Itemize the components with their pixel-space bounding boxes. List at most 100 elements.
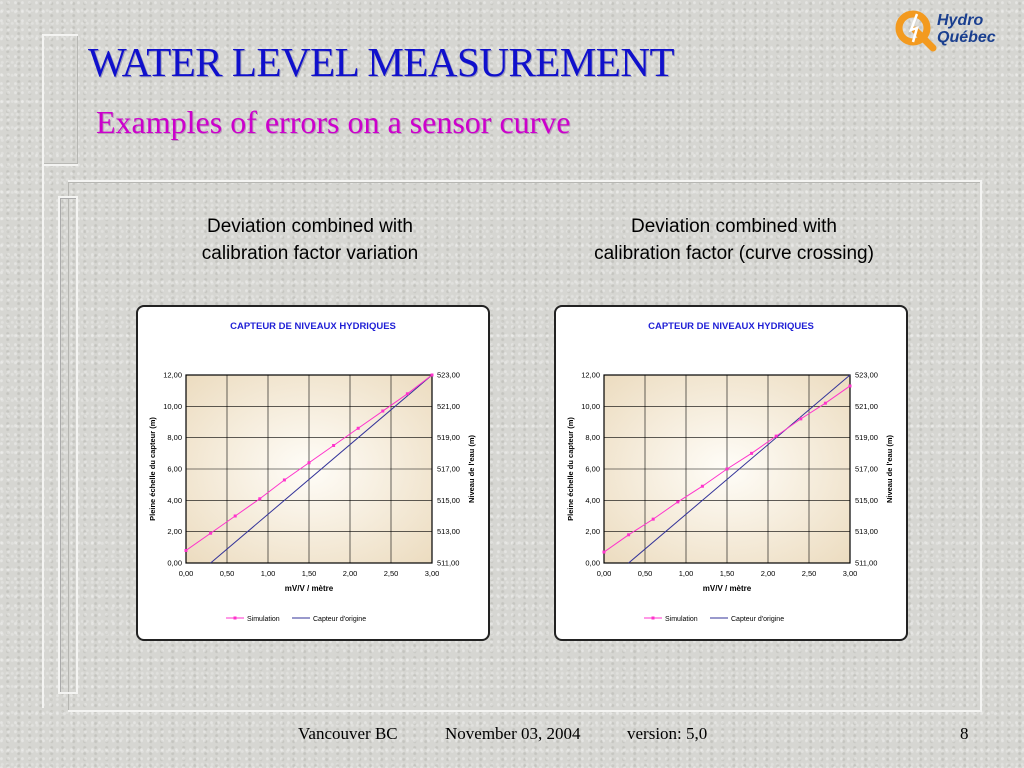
data-point-simulation bbox=[184, 548, 188, 552]
data-point-simulation bbox=[381, 409, 385, 413]
decorative-line bbox=[42, 160, 44, 708]
x-tick-label: 2,50 bbox=[802, 569, 817, 578]
right-chart: CAPTEUR DE NIVEAUX HYDRIQUES 0,00 0,50 1,00… bbox=[566, 321, 894, 623]
series-line-capteur-origine bbox=[210, 374, 433, 564]
y2-axis-label: Niveau de l'eau (m) bbox=[467, 434, 476, 503]
y-tick-label: 12,00 bbox=[581, 371, 600, 380]
logo-q-icon bbox=[895, 10, 937, 52]
y-tick-label: 4,00 bbox=[585, 496, 600, 505]
logo-line-1: Hydro bbox=[937, 12, 984, 29]
data-point-simulation bbox=[848, 384, 852, 388]
data-point-simulation bbox=[258, 497, 262, 501]
y-tick-label: 10,00 bbox=[581, 402, 600, 411]
x-tick-label: 1,00 bbox=[261, 569, 276, 578]
data-point-simulation bbox=[209, 531, 213, 535]
decorative-bracket bbox=[42, 34, 78, 166]
series-line-capteur-origine bbox=[628, 374, 851, 564]
data-point-simulation bbox=[430, 373, 434, 377]
y2-tick-label: 515,00 bbox=[437, 496, 460, 505]
y-tick-label: 12,00 bbox=[163, 371, 182, 380]
data-point-simulation bbox=[282, 478, 286, 482]
y2-tick-label: 513,00 bbox=[855, 527, 878, 536]
y2-tick-label: 521,00 bbox=[855, 402, 878, 411]
legend-label-simulation: Simulation bbox=[247, 616, 280, 623]
footer-location: Vancouver BC bbox=[298, 724, 398, 743]
x-axis-label: mV/V / mètre bbox=[703, 584, 752, 593]
hydro-quebec-logo: Hydro Québec bbox=[893, 8, 1021, 52]
y-tick-label: 8,00 bbox=[585, 433, 600, 442]
right-chart-heading: Deviation combined with calibration fact… bbox=[554, 213, 914, 267]
legend-label-simulation: Simulation bbox=[665, 616, 698, 623]
slide-title: WATER LEVEL MEASUREMENT bbox=[88, 39, 674, 85]
y2-tick-label: 519,00 bbox=[855, 433, 878, 442]
y2-tick-label: 517,00 bbox=[437, 465, 460, 474]
y2-tick-label: 511,00 bbox=[437, 559, 459, 568]
x-tick-label: 0,00 bbox=[597, 569, 612, 578]
right-heading-line-1: Deviation combined with bbox=[631, 216, 837, 237]
data-point-simulation bbox=[651, 517, 655, 521]
plot-border bbox=[603, 374, 851, 564]
y-tick-label: 2,00 bbox=[167, 527, 182, 536]
plot-border bbox=[185, 374, 433, 564]
y-axis-label: Pleine échelle du capteur (m) bbox=[148, 417, 157, 521]
data-point-simulation bbox=[725, 467, 729, 471]
left-chart-heading: Deviation combined with calibration fact… bbox=[130, 213, 490, 267]
chart-title: CAPTEUR DE NIVEAUX HYDRIQUES bbox=[648, 321, 814, 332]
legend-marker-simulation bbox=[651, 616, 655, 620]
y2-tick-label: 519,00 bbox=[437, 433, 460, 442]
y2-tick-label: 515,00 bbox=[855, 496, 878, 505]
x-tick-label: 0,00 bbox=[179, 569, 194, 578]
y2-tick-label: 517,00 bbox=[855, 465, 878, 474]
legend-marker-simulation bbox=[233, 616, 237, 620]
y-tick-label: 0,00 bbox=[167, 559, 182, 568]
y-tick-label: 2,00 bbox=[585, 527, 600, 536]
y-tick-label: 4,00 bbox=[167, 496, 182, 505]
x-tick-label: 1,00 bbox=[679, 569, 694, 578]
left-chart: CAPTEUR DE NIVEAUX HYDRIQUES 0,00 0,50 1,00… bbox=[148, 321, 476, 623]
decorative-side-bar bbox=[58, 196, 78, 694]
x-tick-label: 3,00 bbox=[843, 569, 858, 578]
x-axis-label: mV/V / mètre bbox=[285, 584, 334, 593]
y-tick-label: 10,00 bbox=[163, 402, 182, 411]
data-point-simulation bbox=[356, 426, 360, 430]
x-tick-label: 2,00 bbox=[761, 569, 776, 578]
x-tick-label: 1,50 bbox=[720, 569, 735, 578]
chart-title: CAPTEUR DE NIVEAUX HYDRIQUES bbox=[230, 321, 396, 332]
data-point-simulation bbox=[799, 417, 803, 421]
x-tick-label: 0,50 bbox=[220, 569, 235, 578]
data-point-simulation bbox=[627, 533, 631, 537]
x-tick-label: 2,50 bbox=[384, 569, 399, 578]
x-tick-label: 0,50 bbox=[638, 569, 653, 578]
y2-tick-label: 521,00 bbox=[437, 402, 460, 411]
legend-label-capteur-origine: Capteur d'origine bbox=[313, 616, 366, 623]
x-tick-label: 1,50 bbox=[302, 569, 317, 578]
data-point-simulation bbox=[823, 401, 827, 405]
data-point-simulation bbox=[676, 500, 680, 504]
data-point-simulation bbox=[307, 461, 311, 465]
data-point-simulation bbox=[332, 444, 336, 447]
y2-tick-label: 523,00 bbox=[855, 371, 878, 380]
y2-tick-label: 513,00 bbox=[437, 527, 460, 536]
data-point-simulation bbox=[233, 514, 237, 518]
y-tick-label: 8,00 bbox=[167, 433, 182, 442]
footer-version: version: 5,0 bbox=[627, 724, 708, 743]
right-chart-panel: CAPTEUR DE NIVEAUX HYDRIQUES 0,00 0,50 1,00… bbox=[554, 305, 908, 641]
y-tick-label: 6,00 bbox=[585, 465, 600, 474]
y-tick-label: 0,00 bbox=[585, 559, 600, 568]
page-number: 8 bbox=[960, 724, 969, 743]
x-tick-label: 2,00 bbox=[343, 569, 358, 578]
logo-line-2: Québec bbox=[937, 29, 996, 46]
y-tick-label: 6,00 bbox=[167, 465, 182, 474]
data-point-simulation bbox=[700, 484, 704, 488]
left-heading-line-1: Deviation combined with bbox=[207, 216, 413, 237]
left-chart-panel: CAPTEUR DE NIVEAUX HYDRIQUES 0,00 0,50 1,00… bbox=[136, 305, 490, 641]
content-frame bbox=[68, 180, 982, 712]
y2-tick-label: 511,00 bbox=[855, 559, 877, 568]
data-point-simulation bbox=[750, 451, 754, 455]
x-tick-label: 3,00 bbox=[425, 569, 440, 578]
y2-axis-label: Niveau de l'eau (m) bbox=[885, 434, 894, 503]
y-axis-label: Pleine échelle du capteur (m) bbox=[566, 417, 575, 521]
data-point-simulation bbox=[602, 550, 606, 554]
logo-wordmark: Hydro Québec bbox=[937, 12, 996, 46]
left-heading-line-2: calibration factor variation bbox=[201, 243, 419, 264]
